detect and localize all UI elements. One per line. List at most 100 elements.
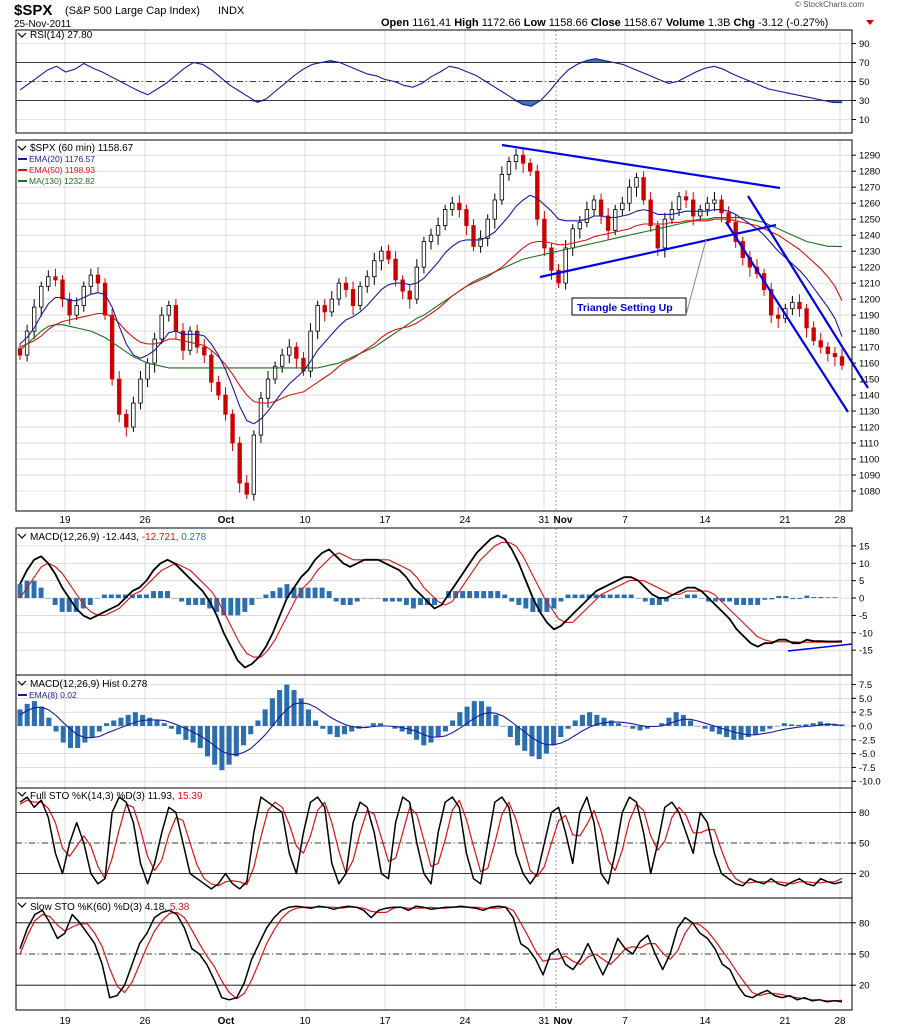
hist-bar [637, 725, 643, 731]
y-tick-label: 1090 [859, 471, 880, 482]
hist-bar [457, 712, 463, 726]
macd-line [19, 534, 843, 669]
macd-hist-bar [193, 598, 199, 605]
ema20-line [19, 194, 843, 425]
macd-hist-bar [811, 596, 817, 599]
candle-body [506, 161, 512, 175]
y-tick-label: 15 [859, 541, 870, 552]
hist-bar [378, 723, 384, 726]
hist-bar [565, 725, 571, 729]
macd-hist-bar [235, 598, 241, 616]
macd-hist-bar [172, 598, 178, 599]
full-sto-title-main: Full STO %K(14,3) %D(3) 11.93, [30, 791, 175, 802]
candle-body [202, 346, 207, 356]
axis-layer: 19 26 Oct 10 17 24 31 Nov 7 14 21 28 19 26 Oct 10 17 24 31… [59, 39, 880, 1027]
hist-bar [695, 725, 701, 727]
macd-hist-bar [291, 587, 297, 599]
y-tick-label: -5.0 [859, 749, 875, 760]
macd-hist-bar [256, 598, 262, 599]
macd-hist-bar [122, 594, 128, 599]
hist-bar [680, 714, 686, 726]
x-tick-label: 10 [299, 515, 311, 526]
candle-body [591, 199, 597, 210]
candle-body [294, 346, 299, 359]
candle-body [485, 218, 490, 239]
macd-hist-bar [523, 598, 529, 609]
hist-bar [334, 725, 340, 738]
candle-body [435, 225, 441, 236]
macd-hist-bar [642, 598, 648, 602]
candle-body [265, 378, 271, 399]
y-tick-label: 1290 [859, 151, 880, 162]
macd-hist-bar [326, 591, 332, 599]
candle-body [272, 365, 278, 380]
slow-sto-k-line [19, 905, 843, 1003]
candle-body [187, 330, 193, 351]
hist-bar [817, 721, 823, 726]
candle-body [138, 378, 143, 404]
macd-hist-bar [382, 598, 388, 602]
macd-hist-bar [368, 598, 374, 599]
x-tick-label: 14 [699, 515, 711, 526]
macd-hist-bar [87, 598, 93, 605]
hist-bar [154, 720, 160, 726]
hist-bar [594, 714, 600, 726]
ma130-legend: MA(130) 1232.82 [29, 176, 95, 186]
candle-body [32, 306, 37, 332]
hist-bar [601, 717, 607, 726]
slow-sto-title-main: Slow STO %K(60) %D(3) 4.18, [30, 902, 167, 913]
candle-body [60, 279, 65, 300]
hist-bar [284, 684, 290, 726]
hist-bar [53, 725, 59, 732]
candle-body [797, 301, 802, 310]
candle-body [698, 209, 703, 217]
macd-hist-bar [572, 594, 578, 599]
candle-body [648, 199, 653, 226]
candle-body [39, 285, 44, 308]
y-tick-label: 1120 [859, 423, 879, 434]
hist-bar [75, 725, 81, 749]
hist-bar [832, 724, 838, 726]
macd-hist-bar [73, 598, 79, 612]
candle-body [620, 202, 625, 210]
rsi-title: RSI(14) 27.80 [17, 30, 93, 41]
macd-hist-bar [298, 587, 304, 599]
hist-bar [363, 725, 369, 727]
hist-bar [500, 725, 506, 727]
macd-hist-bar [741, 598, 747, 605]
hist-bar [341, 725, 347, 735]
candle-body [74, 305, 79, 316]
macd-hist-bar [460, 591, 466, 599]
candle-body [733, 221, 738, 242]
ohlc-readout: Open 1161.41 High 1172.66 Low 1158.66 Cl… [381, 17, 828, 29]
x-tick-label: 19 [59, 1016, 71, 1027]
macd-hist-bar [818, 596, 824, 599]
macd-hist-bar [45, 598, 51, 599]
hist-bar [515, 725, 521, 746]
hist-bar [161, 723, 167, 726]
hist-title: MACD(12,26,9) Hist 0.278 EMA(8) 0.02 [17, 679, 148, 700]
macd-hist-bar [17, 584, 23, 599]
x-tick-label: 7 [622, 515, 628, 526]
hist-bar [659, 723, 665, 726]
hist-bar [529, 725, 535, 757]
macd-hist-bar [635, 598, 641, 599]
x-tick-label: 31 [538, 1016, 550, 1027]
macd-hist-bar [544, 598, 550, 612]
candle-body [421, 241, 427, 268]
candle-body [683, 196, 689, 201]
hist-bar [277, 690, 283, 726]
hist-bar [709, 725, 715, 732]
macd-hist-bar [354, 598, 360, 602]
macd-hist-bar [614, 594, 620, 599]
macd-hist-bar [769, 598, 775, 600]
hist-bar [724, 725, 730, 738]
y-tick-label: 1140 [859, 391, 879, 402]
candle-body [513, 154, 519, 162]
macd-hist-bar [277, 587, 283, 599]
full-sto-k-line [19, 796, 843, 890]
hist-bar [486, 706, 492, 726]
hist-bar [572, 720, 578, 726]
hist-bar [118, 717, 124, 726]
hist-bar [269, 698, 275, 726]
